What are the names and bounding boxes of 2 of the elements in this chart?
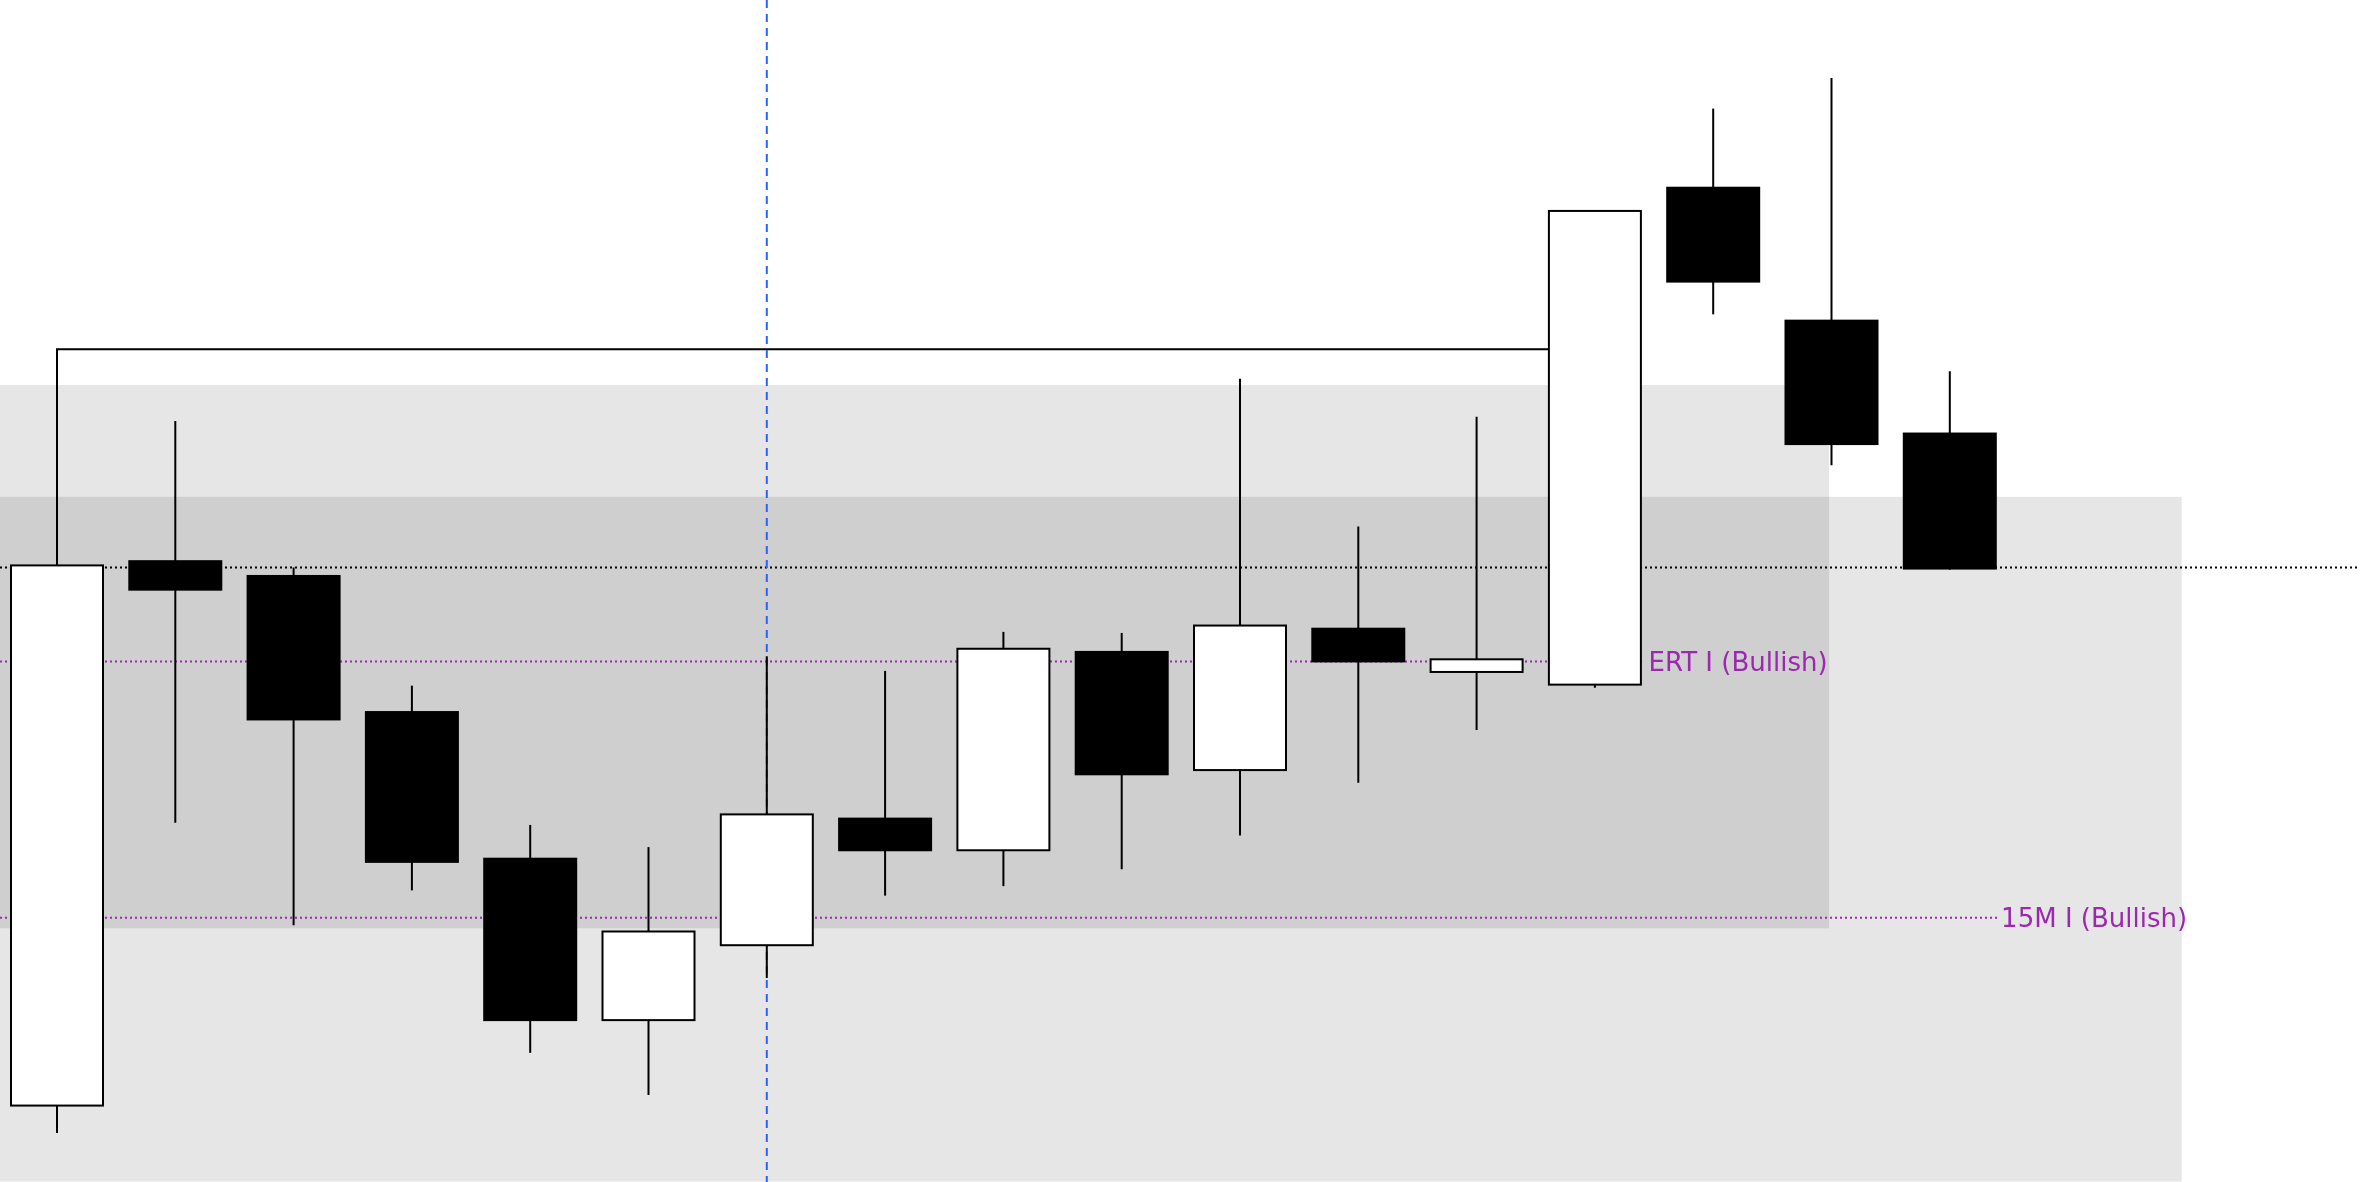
ref-line-label: ERT I (Bullish) xyxy=(1648,646,1828,677)
ref-line-label: 15M I (Bullish) xyxy=(2001,902,2188,933)
